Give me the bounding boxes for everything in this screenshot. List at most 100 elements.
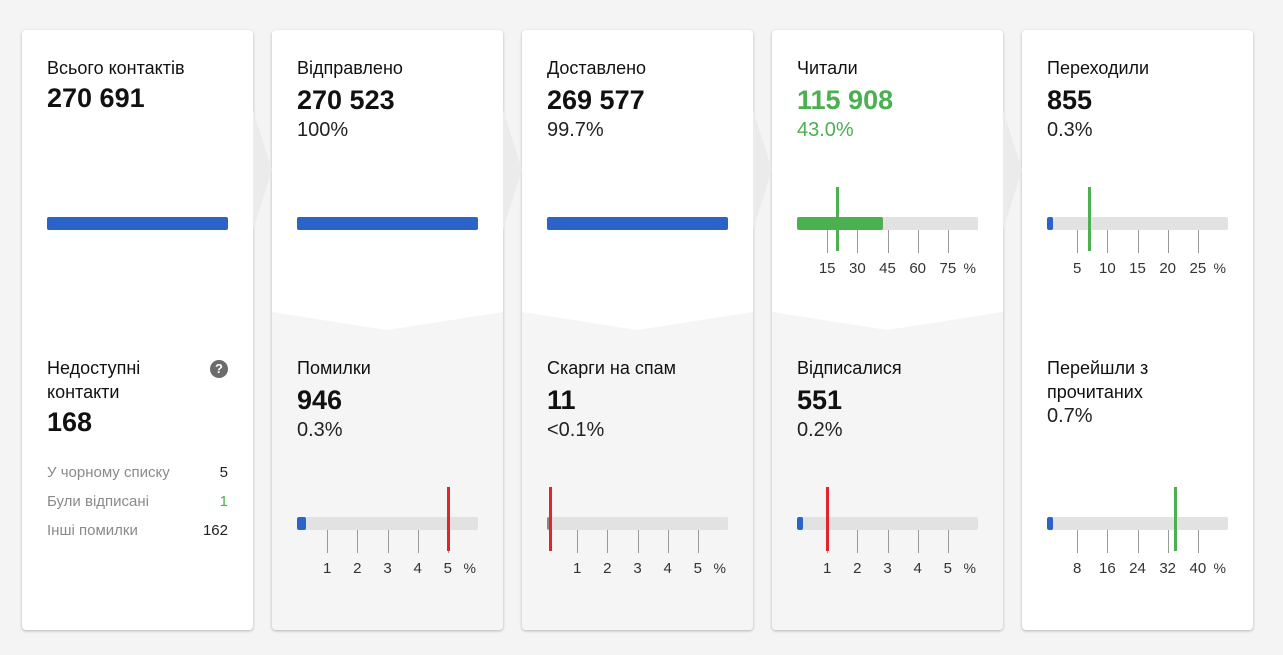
funnel-arrow-icon	[253, 110, 272, 230]
stat-percent: 99.7%	[547, 119, 604, 141]
gauge-fill	[547, 517, 549, 530]
gauge-tick-label: 10	[1098, 260, 1116, 277]
gauge-tick	[1197, 230, 1199, 253]
gauge-tick	[607, 530, 609, 553]
gauge-tick-label: 5	[1072, 260, 1082, 277]
gauge-tick-label: 16	[1098, 560, 1116, 577]
gauge-track	[1047, 217, 1228, 230]
gauge-tick-label: 40	[1189, 560, 1207, 577]
card-bottom-section	[772, 312, 1003, 630]
stat-label: Переходили	[1047, 58, 1150, 78]
stat-sent: Відправлено 270 523 100%	[297, 56, 478, 142]
stat-percent: 100%	[297, 119, 349, 141]
gauge-spam: 1 2 3 4 5%	[547, 487, 728, 587]
gauge-unit: %	[713, 560, 726, 576]
card-total-contacts: Всього контактів 270 691 Недоступні конт…	[22, 30, 253, 630]
gauge-tick	[1077, 230, 1079, 253]
gauge-tick-label: 25	[1189, 260, 1207, 277]
unavailable-breakdown-list: У чорному списку 5 Були відписані 1 Інші…	[47, 458, 228, 545]
stat-percent: 0.3%	[1047, 119, 1093, 141]
stat-value: 168	[47, 407, 93, 437]
gauge-tick	[387, 530, 389, 553]
stat-percent: 0.7%	[1047, 405, 1093, 427]
gauge-track	[1047, 517, 1228, 530]
stat-value: 115 908	[797, 85, 894, 115]
stat-label: Всього контактів	[47, 58, 185, 78]
gauge-tick-label: 24	[1129, 560, 1146, 577]
gauge-tick-label: 1	[822, 560, 832, 577]
stat-label: Доставлено	[547, 58, 647, 78]
gauge-tick	[917, 230, 919, 253]
gauge-tick-label: 2	[353, 560, 362, 577]
gauge-tick-label: 32	[1159, 560, 1176, 577]
gauge-tick-label: 75	[939, 260, 957, 277]
gauge-tick-label: 3	[883, 560, 892, 577]
gauge-fill	[297, 517, 307, 530]
gauge-marker	[836, 187, 840, 251]
card-delivered: Доставлено 269 577 99.7% Скарги на спам …	[522, 30, 753, 630]
gauge-tick-label: 20	[1159, 260, 1176, 277]
gauge-fill	[797, 517, 804, 530]
stat-read: Читали 115 908 43.0%	[797, 56, 978, 142]
gauge-marker	[826, 487, 830, 551]
progress-bar-full	[297, 217, 478, 230]
gauge-fill	[1047, 517, 1053, 530]
gauge-tick	[947, 230, 949, 253]
gauge-tick-label: 60	[909, 260, 926, 277]
gauge-tick	[697, 530, 699, 553]
gauge-unit: %	[963, 560, 976, 576]
gauge-tick	[1107, 530, 1109, 553]
stat-label: Читали	[797, 58, 858, 78]
gauge-tick	[1137, 230, 1139, 253]
stat-value: 551	[797, 385, 843, 415]
gauge-tick-label: 5	[693, 560, 702, 577]
gauge-tick	[357, 530, 359, 553]
list-item: Інші помилки 162	[47, 516, 228, 545]
gauge-tick	[637, 530, 639, 553]
gauge-marker	[1088, 187, 1092, 251]
stat-total-contacts: Всього контактів 270 691	[47, 56, 228, 116]
chevron-divider	[522, 300, 753, 330]
list-item: Були відписані 1	[47, 487, 228, 516]
gauge-tick-label: 2	[603, 560, 612, 577]
stat-value: 269 577	[547, 85, 645, 115]
stat-label: Перейшли з прочитаних	[1047, 358, 1149, 402]
gauge-marker	[446, 487, 450, 551]
card-clicked: Переходили 855 0.3% 5 10 15 20 25% Перейшли …	[1022, 30, 1253, 630]
gauge-tick	[857, 230, 859, 253]
gauge-tick	[1077, 530, 1079, 553]
funnel-arrow-icon	[753, 110, 772, 230]
gauge-tick-label: 8	[1072, 560, 1082, 577]
list-item-label: У чорному списку	[47, 464, 170, 481]
gauge-tick-label: 45	[879, 260, 896, 277]
stat-value: 855	[1047, 85, 1093, 115]
gauge-tick-label: 3	[383, 560, 392, 577]
gauge-tick	[327, 530, 329, 553]
gauge-tick-label: 3	[633, 560, 642, 577]
gauge-tick-label: 15	[818, 260, 836, 277]
list-item: У чорному списку 5	[47, 458, 228, 487]
card-bottom-section	[272, 312, 503, 630]
stat-value: 11	[547, 385, 576, 415]
stat-spam-complaints: Скарги на спам 11 <0.1%	[547, 356, 728, 442]
gauge-fill	[1047, 217, 1053, 230]
gauge-tick-label: 1	[322, 560, 332, 577]
progress-bar-full	[547, 217, 728, 230]
question-circle-icon[interactable]: ?	[210, 360, 228, 378]
gauge-tick	[1137, 530, 1139, 553]
gauge-tick	[1167, 230, 1169, 253]
gauge-tick	[887, 530, 889, 553]
list-item-value: 1	[219, 493, 228, 510]
gauge-tick	[887, 230, 889, 253]
chevron-divider	[772, 300, 1003, 330]
gauge-tick-label: 4	[663, 560, 672, 577]
list-item-label: Були відписані	[47, 493, 149, 510]
stat-percent: 0.3%	[297, 419, 343, 441]
list-item-label: Інші помилки	[47, 522, 138, 539]
stat-unavailable-contacts: Недоступні контакти 168	[47, 356, 203, 440]
stat-clicked-from-read: Перейшли з прочитаних 0.7%	[1047, 356, 1228, 428]
gauge-unit: %	[463, 560, 476, 576]
gauge-tick-label: 1	[572, 560, 582, 577]
stat-percent: 43.0%	[797, 119, 854, 141]
gauge-tick-label: 4	[413, 560, 422, 577]
